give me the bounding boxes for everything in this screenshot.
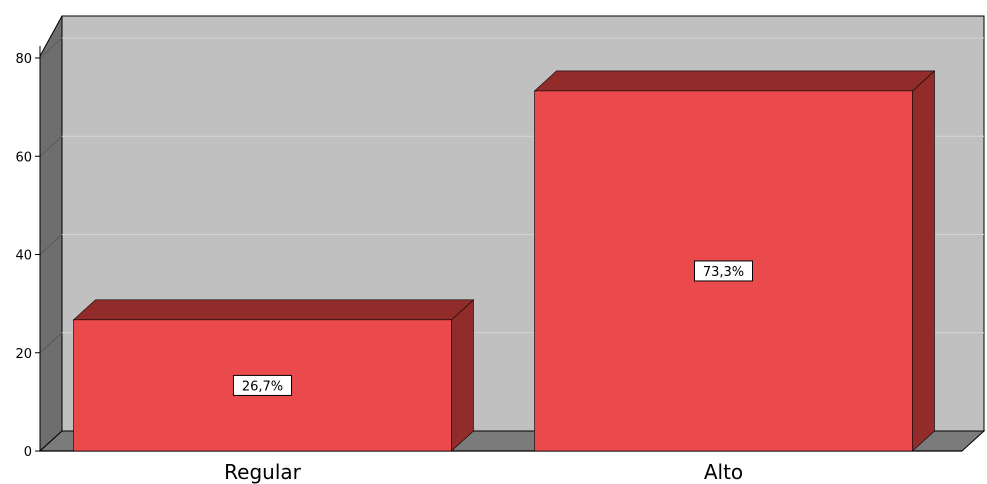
- data-label: 26,7%: [233, 374, 292, 396]
- data-label-box: [233, 374, 292, 396]
- data-label-box: [694, 260, 753, 282]
- wall-gridline: [39, 135, 63, 157]
- data-labels: 26,7% 73,3%: [233, 260, 753, 396]
- y-tick-label: 20: [15, 347, 32, 362]
- x-category-label: Regular: [224, 460, 301, 484]
- y-tick-label: 80: [15, 52, 32, 67]
- data-label-text: 26,7%: [242, 379, 283, 394]
- y-tick-label: 40: [15, 249, 32, 264]
- data-label: 73,3%: [694, 260, 753, 282]
- x-category-label: Alto: [704, 460, 743, 484]
- y-tick-label: 0: [24, 445, 32, 460]
- bar-side: [451, 299, 474, 452]
- wall-gridline: [39, 37, 63, 59]
- bar-top: [72, 299, 475, 321]
- y-tick-label: 60: [15, 150, 32, 165]
- wall-gridline: [39, 234, 63, 255]
- bar-side: [912, 70, 935, 452]
- plot-left-wall: [39, 15, 63, 453]
- wall-gridline: [39, 332, 63, 354]
- y-ticks: 0 20 40 60 80: [15, 52, 40, 460]
- bar-top: [533, 70, 936, 92]
- data-label-text: 73,3%: [703, 265, 744, 280]
- category-labels: Regular Alto: [224, 460, 743, 484]
